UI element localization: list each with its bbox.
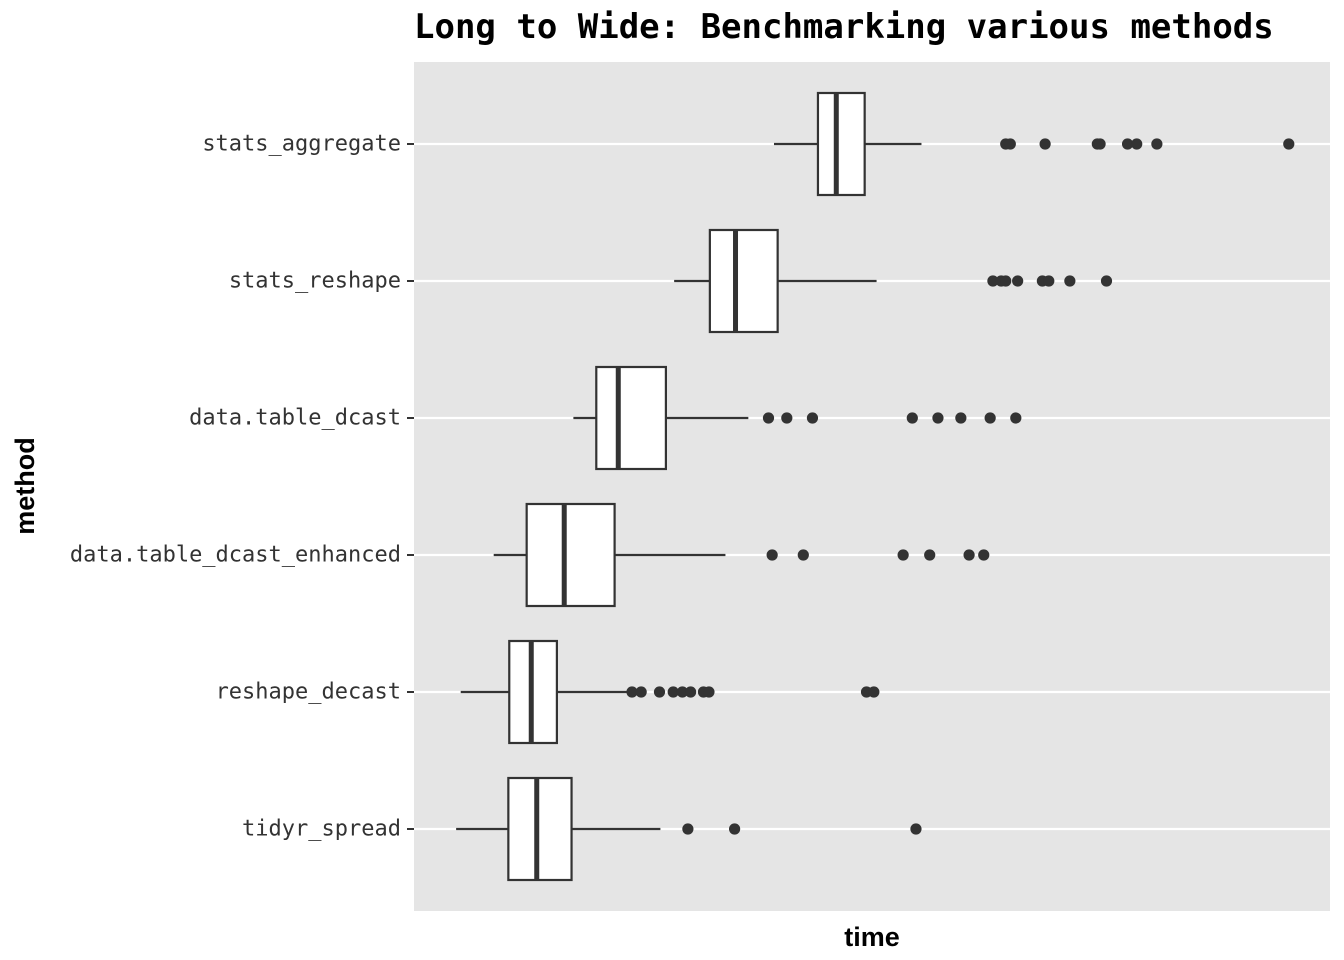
iqr-box-stats-reshape — [708, 228, 779, 334]
outlier-point-reshape-decast-5 — [685, 686, 697, 698]
outlier-point-reshape-decast-2 — [653, 686, 666, 698]
outlier-point-reshape-decast-1 — [635, 686, 647, 698]
outlier-point-data-table-dcast-6 — [984, 412, 996, 424]
outlier-point-reshape-decast-0 — [626, 686, 638, 698]
outlier-point-stats-aggregate-2 — [1039, 138, 1051, 150]
outlier-point-stats-aggregate-6 — [1131, 138, 1143, 150]
outlier-point-stats-reshape-5 — [1043, 275, 1055, 287]
outlier-point-data-table-dcast-enhanced-3 — [924, 549, 936, 561]
outlier-point-stats-reshape-0 — [987, 275, 999, 287]
outlier-point-data-table-dcast-enhanced-5 — [978, 549, 990, 561]
iqr-box-tidyr-spread — [507, 776, 573, 882]
y-tick-label-data-table-dcast-enhanced: data.table_dcast_enhanced — [70, 543, 401, 568]
box-series — [456, 91, 1295, 882]
box-data-table-dcast — [573, 365, 1022, 471]
outlier-point-stats-aggregate-5 — [1121, 138, 1134, 150]
iqr-box-data-table-dcast — [595, 365, 667, 471]
outlier-point-data-table-dcast-enhanced-1 — [797, 549, 809, 561]
outlier-point-stats-reshape-2 — [1000, 275, 1012, 287]
outlier-point-tidyr-spread-0 — [682, 823, 694, 835]
outlier-point-data-table-dcast-2 — [806, 412, 819, 424]
y-tick-label-tidyr-spread: tidyr_spread — [242, 817, 401, 842]
outlier-point-data-table-dcast-4 — [932, 412, 944, 424]
y-tick-label-stats-reshape: stats_reshape — [229, 269, 401, 294]
box-tidyr-spread — [456, 776, 922, 882]
y-tick-label-data-table-dcast: data.table_dcast — [189, 406, 401, 431]
outlier-point-stats-aggregate-1 — [1004, 138, 1016, 150]
x-axis-title: time — [844, 922, 900, 952]
outlier-point-reshape-decast-9 — [868, 686, 880, 698]
outlier-point-stats-aggregate-8 — [1283, 138, 1295, 150]
outlier-point-stats-aggregate-7 — [1151, 138, 1163, 150]
outlier-point-tidyr-spread-1 — [729, 823, 741, 835]
box-data-table-dcast-enhanced — [493, 502, 990, 608]
y-axis: stats_aggregate stats_reshape data.table_d… — [70, 132, 414, 842]
outlier-point-stats-reshape-3 — [1012, 275, 1024, 287]
iqr-box-stats-aggregate — [816, 91, 866, 197]
outlier-point-stats-reshape-6 — [1064, 275, 1076, 287]
outlier-point-tidyr-spread-2 — [910, 823, 922, 835]
outlier-point-data-table-dcast-enhanced-0 — [766, 549, 778, 561]
outlier-point-data-table-dcast-enhanced-4 — [963, 549, 975, 561]
chart-title: Long to Wide: Benchmarking various metho… — [414, 7, 1274, 47]
box-reshape-decast — [460, 639, 880, 745]
outlier-point-data-table-dcast-5 — [955, 412, 967, 424]
iqr-box-data-table-dcast-enhanced — [525, 502, 616, 608]
y-axis-title: method — [10, 437, 40, 535]
outlier-point-data-table-dcast-7 — [1010, 412, 1022, 424]
box-stats-reshape — [674, 228, 1113, 334]
outlier-point-data-table-dcast-0 — [762, 412, 775, 424]
outlier-point-data-table-dcast-3 — [906, 412, 918, 424]
y-tick-label-reshape-decast: reshape_decast — [216, 680, 401, 705]
plot-panel — [414, 62, 1330, 911]
outlier-point-data-table-dcast-enhanced-2 — [897, 549, 909, 561]
outlier-point-data-table-dcast-1 — [781, 412, 793, 424]
outlier-point-stats-aggregate-4 — [1094, 138, 1106, 150]
outlier-point-reshape-decast-4 — [676, 686, 688, 698]
y-tick-label-stats-aggregate: stats_aggregate — [202, 132, 401, 157]
outlier-point-reshape-decast-3 — [667, 686, 679, 698]
box-stats-aggregate — [773, 91, 1295, 197]
outlier-point-stats-reshape-7 — [1100, 275, 1113, 287]
outlier-point-reshape-decast-7 — [703, 686, 715, 698]
